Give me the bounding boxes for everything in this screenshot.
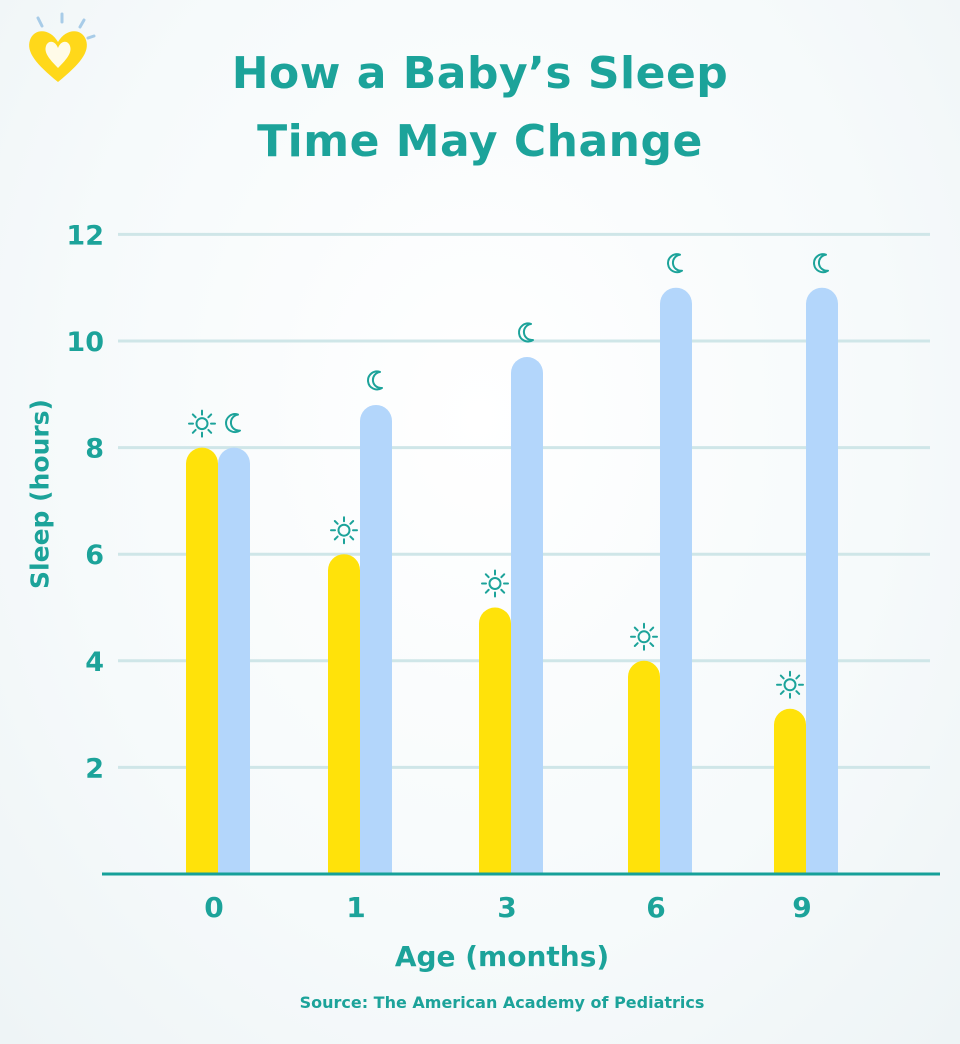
y-tick-label: 12 [66,220,104,251]
night-sleep-bar [806,287,838,874]
sun-icon [481,569,509,598]
x-tick-label: 3 [497,891,516,924]
sun-icon [630,622,658,651]
chart-title-line-2: Time May Change [257,116,703,167]
x-tick-label: 6 [646,891,665,924]
moon-icon [225,413,241,434]
moon-icon [518,322,534,343]
moon-icon [367,370,383,391]
y-axis-label: Sleep (hours) [25,399,55,589]
y-tick-label: 2 [85,753,104,784]
x-tick-label: 9 [792,891,811,924]
night-sleep-bar [360,404,392,874]
sun-icon [776,670,804,699]
day-sleep-bar [479,607,511,874]
sun-icon [330,516,358,545]
sun-icon [188,409,216,438]
day-sleep-bar [628,660,660,874]
day-sleep-bar [186,447,218,874]
moon-icon [667,253,683,274]
night-sleep-bar [660,287,692,874]
x-tick-label: 0 [204,891,223,924]
x-tick-label: 1 [346,891,365,924]
heart-logo [29,12,96,82]
y-tick-label: 4 [85,647,104,678]
moon-icon [813,253,829,274]
chart-title-line-1: How a Baby’s Sleep [231,48,729,99]
y-tick-label: 8 [85,434,104,465]
day-sleep-bar [328,554,360,874]
night-sleep-bar [218,447,250,874]
y-tick-label: 6 [85,540,104,571]
night-sleep-bar [511,356,543,874]
source-note: Source: The American Academy of Pediatri… [299,993,705,1012]
day-sleep-bar [774,708,806,874]
y-tick-label: 10 [66,327,104,358]
x-axis-label: Age (months) [394,940,610,973]
